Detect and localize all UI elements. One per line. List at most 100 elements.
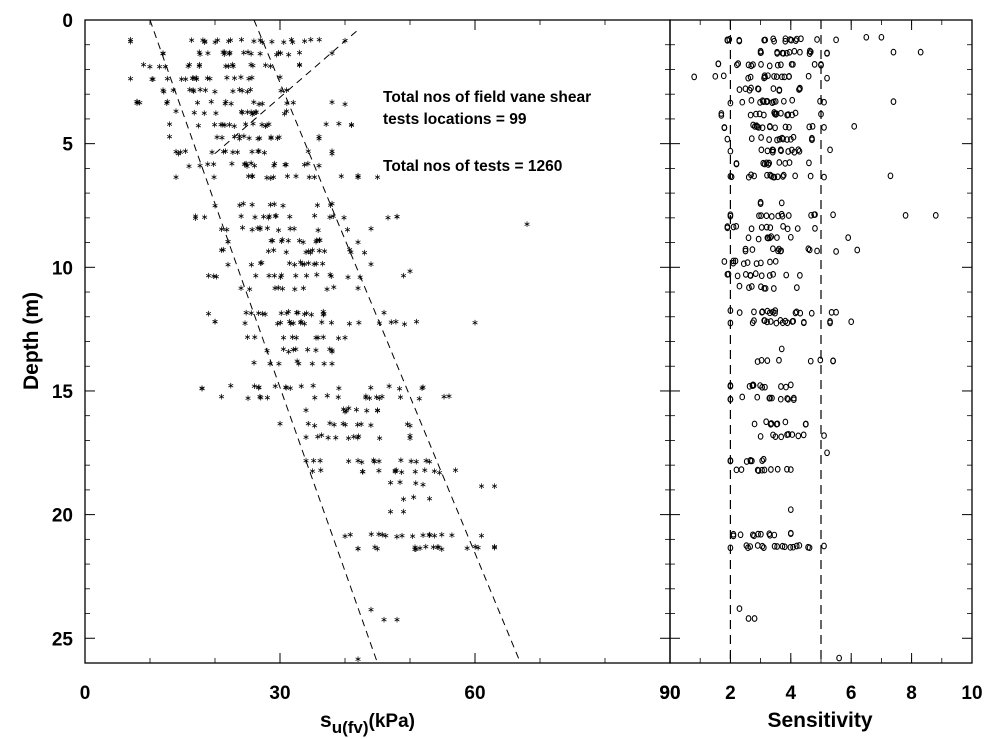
right-data-point xyxy=(770,245,776,253)
left-data-point: ∗ xyxy=(198,384,206,394)
left-data-point: ∗ xyxy=(330,283,338,293)
left-data-point: ∗ xyxy=(320,310,328,320)
right-data-point xyxy=(768,172,775,180)
left-data-point: ∗ xyxy=(159,49,167,59)
left-data-point: ∗ xyxy=(210,272,218,282)
left-data-point: ∗ xyxy=(342,406,350,416)
right-data-point xyxy=(784,431,790,439)
left-data-point: ∗ xyxy=(269,237,277,247)
left-data-point: ∗ xyxy=(264,224,272,234)
left-data-point: ∗ xyxy=(378,531,386,541)
right-data-point xyxy=(808,211,814,219)
left-data-point: ∗ xyxy=(259,310,267,320)
left-data-point: ∗ xyxy=(410,493,418,503)
left-data-point: ∗ xyxy=(258,38,266,48)
right-data-point xyxy=(824,449,830,457)
left-data-point: ∗ xyxy=(315,132,323,142)
left-data-point: ∗ xyxy=(298,260,306,270)
left-data-point: ∗ xyxy=(353,405,361,415)
left-data-point: ∗ xyxy=(280,334,288,344)
left-data-point: ∗ xyxy=(310,260,318,270)
right-data-point xyxy=(773,110,780,118)
right-data-point xyxy=(751,420,758,428)
right-data-point xyxy=(785,395,791,403)
right-x-tick-label: 2 xyxy=(725,683,736,704)
right-data-point xyxy=(797,85,803,93)
left-data-point: ∗ xyxy=(326,213,334,223)
left-data-point: ∗ xyxy=(272,382,280,392)
left-data-point: ∗ xyxy=(266,359,274,369)
left-data-point: ∗ xyxy=(415,394,423,404)
left-data-point: ∗ xyxy=(268,38,276,48)
right-data-point xyxy=(821,542,827,550)
left-data-point: ∗ xyxy=(341,334,349,344)
left-data-point: ∗ xyxy=(221,50,229,60)
left-data-point: ∗ xyxy=(242,120,250,130)
left-data-point: ∗ xyxy=(277,273,285,283)
left-data-point: ∗ xyxy=(275,359,283,369)
right-data-point xyxy=(748,283,755,290)
left-data-point: ∗ xyxy=(159,86,167,96)
left-data-point: ∗ xyxy=(242,309,250,319)
left-data-point: ∗ xyxy=(346,530,354,540)
right-data-point xyxy=(749,531,756,539)
left-data-point: ∗ xyxy=(133,97,141,107)
left-data-point: ∗ xyxy=(146,62,154,72)
left-data-point: ∗ xyxy=(236,201,244,211)
left-data-point: ∗ xyxy=(267,237,275,247)
left-data-point: ∗ xyxy=(419,531,427,541)
left-data-point: ∗ xyxy=(229,62,237,72)
left-data-point: ∗ xyxy=(367,606,375,616)
right-data-point xyxy=(836,654,842,662)
left-data-point: ∗ xyxy=(367,421,375,431)
left-data-point: ∗ xyxy=(314,201,322,211)
left-data-point: ∗ xyxy=(354,434,362,444)
right-data-point xyxy=(824,74,830,82)
right-data-point xyxy=(784,225,791,233)
left-x-tick-label: 90 xyxy=(659,683,680,704)
left-y-tick-label: 0 xyxy=(62,11,73,32)
right-data-point xyxy=(878,33,885,41)
left-data-point: ∗ xyxy=(127,36,135,46)
left-data-point: ∗ xyxy=(324,433,332,443)
left-data-point: ∗ xyxy=(356,273,364,283)
left-data-point: ∗ xyxy=(445,392,453,402)
left-data-point: ∗ xyxy=(163,99,171,109)
right-data-point xyxy=(751,172,757,180)
left-data-point: ∗ xyxy=(355,319,363,329)
left-data-point: ∗ xyxy=(271,200,279,210)
right-data-point xyxy=(787,233,794,241)
left-data-point: ∗ xyxy=(225,50,233,60)
left-data-point: ∗ xyxy=(267,133,275,143)
left-data-point: ∗ xyxy=(400,507,408,517)
left-data-point: ∗ xyxy=(412,545,420,555)
left-data-point: ∗ xyxy=(303,309,311,319)
left-data-point: ∗ xyxy=(304,160,312,170)
left-data-point: ∗ xyxy=(292,172,300,182)
right-data-point xyxy=(767,122,773,130)
right-data-point xyxy=(770,35,777,43)
left-data-point: ∗ xyxy=(256,224,264,234)
right-data-point xyxy=(744,259,751,266)
left-data-point: ∗ xyxy=(244,87,252,97)
left-data-point: ∗ xyxy=(172,107,180,117)
right-data-point xyxy=(772,124,778,132)
left-data-point: ∗ xyxy=(237,73,245,83)
left-data-point: ∗ xyxy=(342,421,350,431)
left-data-point: ∗ xyxy=(251,213,259,223)
left-data-point: ∗ xyxy=(416,544,424,554)
left-data-point: ∗ xyxy=(221,48,229,58)
right-data-point xyxy=(758,61,764,68)
right-data-point xyxy=(736,36,743,44)
left-data-point: ∗ xyxy=(297,382,305,392)
right-data-point xyxy=(797,48,803,56)
right-data-point xyxy=(787,543,794,551)
left-data-point: ∗ xyxy=(220,246,228,256)
left-data-point: ∗ xyxy=(309,246,317,256)
right-data-point xyxy=(776,159,783,166)
left-data-point: ∗ xyxy=(133,99,141,109)
right-data-point xyxy=(754,393,761,401)
left-data-point: ∗ xyxy=(463,544,471,554)
right-data-point xyxy=(758,134,764,141)
right-data-point xyxy=(827,319,833,327)
